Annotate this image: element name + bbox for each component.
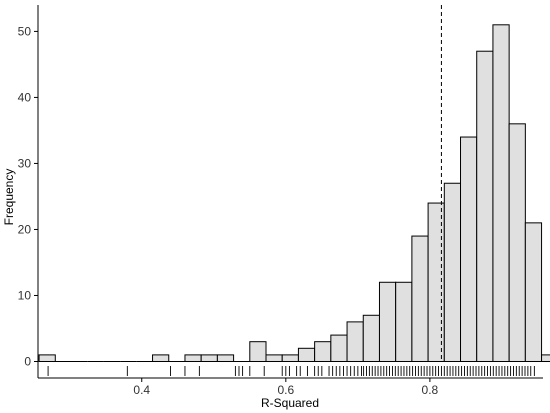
histogram-bar: [314, 341, 332, 362]
histogram-bar: [362, 314, 380, 362]
histogram-bar: [541, 354, 550, 362]
y-tick-label: 30: [18, 156, 32, 170]
histogram-bar: [297, 347, 316, 362]
histogram-bar: [265, 354, 283, 362]
x-tick-label: 0.4: [133, 383, 150, 397]
y-tick-label: 50: [18, 24, 32, 38]
x-axis-title: R-Squared: [261, 396, 319, 410]
y-axis-title: Frequency: [2, 169, 16, 226]
histogram-bar: [38, 354, 56, 362]
histogram-bar: [200, 354, 218, 362]
histogram-bar: [395, 281, 413, 362]
x-axis-ticks: 0.4 0.6 0.8: [133, 378, 439, 397]
histogram-bar: [152, 354, 170, 362]
rug-marks: [47, 366, 535, 376]
histogram-bar: [216, 354, 235, 362]
x-tick-label: 0.8: [422, 383, 439, 397]
y-axis-ticks: 0 10 20 30 40 50: [18, 24, 38, 368]
histogram-bar: [184, 354, 202, 362]
histogram-bar: [443, 182, 462, 362]
y-tick-label: 40: [18, 90, 32, 104]
histogram-bar: [281, 354, 299, 362]
histogram-bar: [460, 136, 478, 362]
histogram-bar: [508, 123, 526, 362]
histogram-bar: [330, 334, 348, 362]
y-tick-label: 20: [18, 222, 32, 236]
histogram-bar: [411, 235, 429, 362]
histogram-bar: [346, 321, 364, 362]
histogram-bars: [38, 24, 550, 362]
histogram-bar: [378, 281, 397, 362]
y-tick-label: 0: [24, 354, 31, 368]
x-tick-label: 0.6: [277, 383, 294, 397]
histogram-bar: [476, 50, 494, 362]
histogram-bar: [492, 24, 510, 362]
histogram-bar: [249, 341, 267, 362]
axes: [37, 5, 543, 379]
y-tick-label: 10: [18, 288, 32, 302]
histogram-bar: [524, 222, 543, 362]
